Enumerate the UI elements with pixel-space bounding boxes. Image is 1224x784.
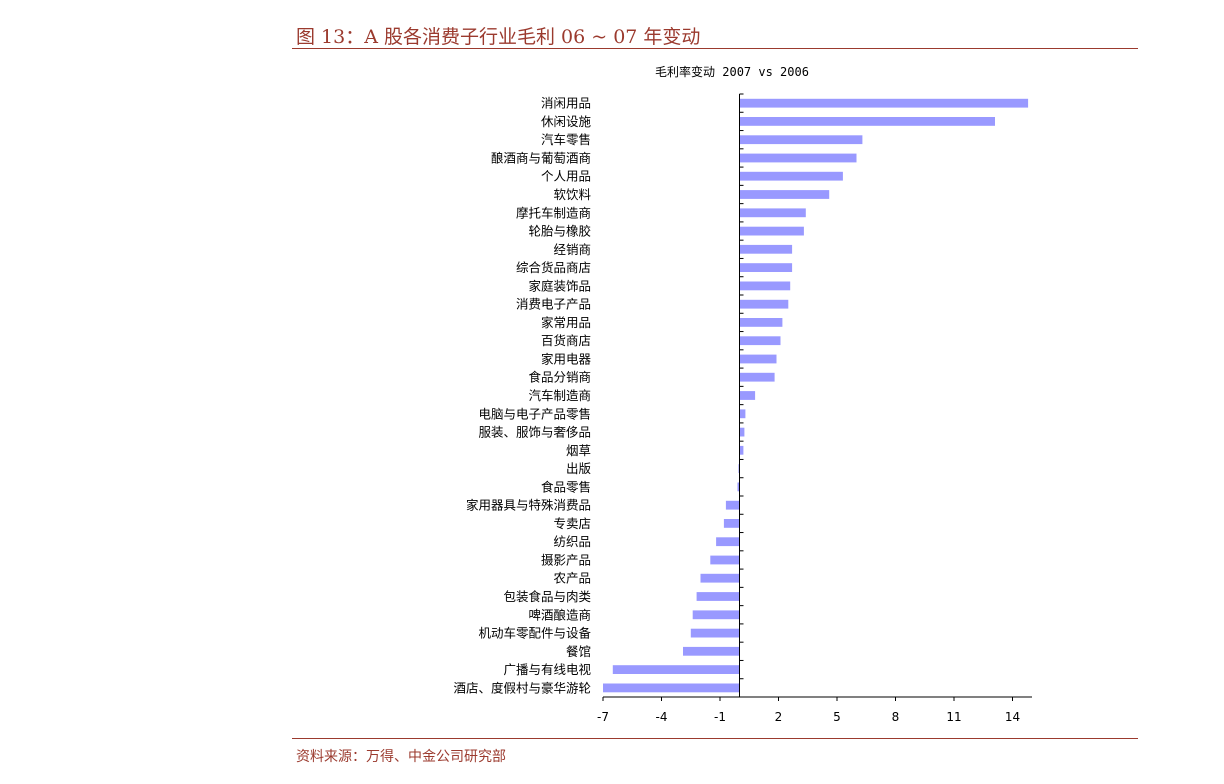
bar xyxy=(716,537,740,547)
bar xyxy=(723,519,740,528)
bar xyxy=(690,628,740,638)
bar xyxy=(739,117,995,126)
category-label: 轮胎与橡胶 xyxy=(528,224,591,239)
bar xyxy=(692,610,740,620)
category-label: 酿酒商与葡萄酒商 xyxy=(491,151,591,166)
category-label: 个人用品 xyxy=(541,169,591,184)
category-label: 纺织品 xyxy=(553,534,591,549)
bar xyxy=(739,445,744,455)
figure-title: 图 13：A 股各消费子行业毛利 06 ~ 07 年变动 xyxy=(296,26,701,48)
bar xyxy=(739,372,775,382)
bar xyxy=(739,409,746,419)
bar xyxy=(737,482,740,492)
category-label: 经销商 xyxy=(553,242,591,257)
category-label: 家用器具与特殊消费品 xyxy=(466,498,591,513)
bars-group xyxy=(603,98,1029,693)
bar xyxy=(739,318,783,327)
bar xyxy=(739,171,843,181)
category-label: 专卖店 xyxy=(553,516,591,531)
bar xyxy=(739,427,745,437)
bar xyxy=(739,153,857,163)
category-label: 餐馆 xyxy=(566,644,591,659)
value-tick-label: -7 xyxy=(597,710,609,724)
chart-title: 毛利率变动 2007 vs 2006 xyxy=(655,64,809,79)
bar xyxy=(739,354,777,364)
category-label: 摩托车制造商 xyxy=(516,205,591,220)
source-note: 资料来源：万得、中金公司研究部 xyxy=(296,749,506,765)
value-tick-label: -4 xyxy=(656,710,668,724)
category-label: 食品零售 xyxy=(541,479,591,494)
category-label: 啤酒酿造商 xyxy=(528,607,591,622)
category-label: 软饮料 xyxy=(553,187,591,202)
bar xyxy=(739,226,804,236)
category-label: 家庭装饰品 xyxy=(528,278,591,293)
category-label: 百货商店 xyxy=(541,333,591,348)
category-label: 家常用品 xyxy=(541,315,591,330)
value-tick-label: 2 xyxy=(775,710,783,724)
bar xyxy=(739,98,1029,108)
bar xyxy=(739,244,793,254)
value-tick-label: 14 xyxy=(1005,710,1020,724)
category-label: 广播与有线电视 xyxy=(503,662,591,677)
bar xyxy=(739,263,793,272)
category-label: 包装食品与肉类 xyxy=(503,589,591,604)
category-label: 烟草 xyxy=(566,443,591,458)
bar xyxy=(725,500,740,510)
bar xyxy=(739,299,789,309)
category-label: 出版 xyxy=(566,461,592,476)
value-tick-label: 5 xyxy=(833,710,841,724)
axes-group: -7 -4 -1 2 5 8 11 14 xyxy=(597,93,1032,724)
value-tick-label: -1 xyxy=(714,710,726,724)
value-tick-label: 8 xyxy=(892,710,900,724)
category-label: 消费电子产品 xyxy=(516,297,591,312)
bar xyxy=(683,646,740,656)
bar xyxy=(739,336,781,346)
bar xyxy=(700,573,740,583)
category-labels: 消闲用品休闲设施汽车零售酿酒商与葡萄酒商个人用品软饮料摩托车制造商轮胎与橡胶经销… xyxy=(453,96,591,696)
category-label: 家用电器 xyxy=(541,352,592,367)
category-label: 机动车零配件与设备 xyxy=(478,626,591,641)
category-label: 食品分销商 xyxy=(528,370,591,385)
value-tick-label: 11 xyxy=(946,710,961,724)
category-label: 农产品 xyxy=(553,571,591,586)
category-label: 休闲设施 xyxy=(541,114,592,129)
bar xyxy=(739,135,863,145)
bar xyxy=(739,391,756,400)
bar xyxy=(710,555,740,565)
category-label: 酒店、度假村与豪华游轮 xyxy=(453,680,591,695)
category-label: 汽车零售 xyxy=(541,132,591,147)
bar xyxy=(739,208,806,218)
category-label: 综合货品商店 xyxy=(516,260,591,275)
category-label: 服装、服饰与奢侈品 xyxy=(478,425,591,440)
category-label: 摄影产品 xyxy=(541,553,591,568)
bar xyxy=(739,190,830,199)
bar xyxy=(603,683,740,693)
source-divider xyxy=(292,738,1138,739)
category-label: 汽车制造商 xyxy=(528,388,591,403)
bar xyxy=(696,592,740,601)
bar xyxy=(612,665,740,674)
bar xyxy=(739,281,791,291)
category-label: 消闲用品 xyxy=(541,96,591,111)
title-divider xyxy=(292,48,1138,49)
category-label: 电脑与电子产品零售 xyxy=(478,406,591,421)
